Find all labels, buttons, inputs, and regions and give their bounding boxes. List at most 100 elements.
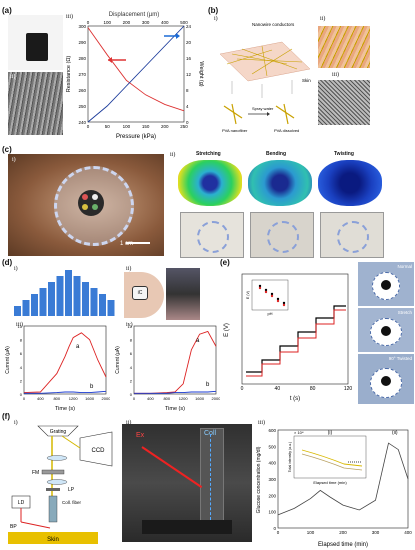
f-x-tick-1: 100 [307, 530, 315, 535]
a-yl-tick-5: 290 [78, 40, 86, 45]
patch-on-skin-photo [8, 154, 164, 256]
d-i-bar-5 [56, 276, 64, 316]
f-y-tick-6: 600 [268, 428, 276, 433]
d-i-bar-9 [90, 288, 98, 316]
fea-bending [248, 160, 312, 206]
e-chart: 0 40 80 120 pH E (V) t (s) E (V) [224, 273, 352, 402]
exercise-bike-photo [166, 268, 200, 320]
f-y-tick-0: 0 [273, 526, 276, 531]
panel-d-label: (d) [2, 258, 13, 267]
mode-stretching: Stretching [196, 151, 221, 157]
f-x-tick-4: 400 [404, 530, 412, 535]
a-top-axis-label: Displacement (µm) [109, 12, 159, 18]
a-x-tick-4: 200 [161, 124, 169, 129]
d-i-bar-3 [39, 288, 47, 316]
d4-y-tick-5: 10 [128, 324, 133, 329]
panel-d-iv-label: iv) [126, 322, 133, 328]
b-annot-skin: Skin [302, 78, 311, 83]
mode-twisting: Twisting [334, 151, 354, 157]
e-label-twisted: 90° Twisted [388, 356, 412, 361]
e-inset [251, 279, 289, 311]
d4-x-tick-0: 0 [133, 396, 136, 401]
d3-x-tick-3: 1200 [69, 396, 79, 401]
f-ccd: CCD [92, 448, 106, 454]
d4-y-tick-3: 6 [130, 351, 133, 356]
a-yr-tick-4: 16 [186, 56, 192, 61]
a-top-tick-2: 200 [123, 20, 131, 25]
patch-stretching-photo [180, 212, 244, 258]
b-annot-nanowire: Nanowire conductors [252, 22, 295, 27]
nanowire-sem [318, 80, 370, 125]
a-top-tick-3: 300 [142, 20, 150, 25]
mode-bending: Bending [266, 151, 286, 157]
d4-y-tick-2: 4 [130, 365, 133, 370]
fea-stretching [178, 160, 242, 206]
f-y-tick-5: 500 [268, 444, 276, 449]
d4-x-tick-2: 800 [163, 396, 170, 401]
ic-tag: iC [132, 286, 148, 300]
f-bp: BP [10, 524, 17, 530]
f-ylabel: Glucose concentration (mg/dl) [256, 446, 262, 513]
panel-c-ii-label: ii) [170, 152, 176, 158]
e-normal-photo: Normal [358, 262, 414, 306]
panel-b-label: (b) [208, 6, 219, 15]
panel-a-label: (a) [2, 6, 12, 15]
foam-cube-photo [8, 15, 63, 70]
d4-y-tick-1: 2 [130, 378, 133, 383]
a-yr-tick-1: 4 [186, 104, 189, 109]
patch-twisting-photo [320, 212, 384, 258]
d3-y-tick-2: 4 [20, 365, 23, 370]
e-label-normal: Normal [397, 264, 412, 269]
f-x-tick-2: 200 [339, 530, 347, 535]
a-yr-tick-6: 24 [186, 24, 192, 29]
f-inset-exp: × 10⁴ [294, 430, 304, 435]
d3-x-tick-1: 400 [37, 396, 44, 401]
f-setup-photo: Coll Ex [122, 424, 252, 542]
d-i-bar-8 [82, 282, 89, 316]
f-inset [293, 435, 367, 479]
e-twisted-photo: 90° Twisted [358, 354, 414, 404]
d3-y-tick-4: 8 [20, 338, 23, 343]
e-inset-xlabel: pH [267, 311, 272, 316]
f-right-label: (ii) [392, 430, 398, 436]
f-glucose-chart: 0 100 200 300 400 0 100 200 300 400 500 600 (i) × 1… [256, 428, 412, 548]
a-ylabel-left: Resistance (Ω) [66, 56, 72, 93]
panel-f-iii-label: iii) [258, 420, 265, 426]
e-xlabel: t (s) [290, 396, 300, 402]
a-x-tick-0: 0 [87, 124, 90, 129]
panel-a-ii-label: ii) [10, 74, 16, 80]
d-i-bar-7 [73, 276, 81, 316]
d3-y-tick-0: 0 [20, 392, 23, 397]
e-step-red [246, 309, 346, 377]
panel-c-i-label: i) [12, 157, 16, 163]
d-i-bar-0 [14, 306, 21, 316]
f-y-tick-1: 100 [268, 510, 276, 515]
d4-y-tick-4: 8 [130, 338, 133, 343]
e-x-tick-0: 0 [241, 386, 244, 392]
f-y-tick-3: 300 [268, 477, 276, 482]
f-grating: Grating [50, 429, 67, 435]
panel-a-iii-label: iii) [66, 14, 73, 20]
a-ylabel-right: Weight (g) [198, 61, 204, 86]
f-xlabel: Elapsed time (min) [318, 542, 368, 548]
f-ld: LD [18, 500, 25, 506]
f-photo-coll: Coll [204, 430, 217, 437]
a-top-tick-0: 0 [87, 20, 90, 25]
c-scale-bar: 1 cm [120, 241, 134, 247]
d-i-bar-2 [31, 294, 38, 316]
f-x-tick-0: 0 [277, 530, 280, 535]
d3-curve-b-line [24, 390, 107, 394]
e-x-tick-1: 40 [275, 386, 281, 392]
d4-curve-b: b [206, 382, 210, 388]
skin-nanowire-photo [318, 26, 370, 68]
a-top-tick-1: 100 [103, 20, 111, 25]
e-inset-points [258, 284, 286, 307]
patch-bending-photo [250, 212, 314, 258]
d4-x-tick-5: 2000 [212, 396, 220, 401]
fea-twisting [318, 160, 382, 206]
a-yr-tick-2: 8 [186, 88, 189, 93]
d3-x-tick-4: 1600 [85, 396, 95, 401]
d4-x-tick-1: 400 [147, 396, 154, 401]
d3-curve-a-line [23, 332, 107, 394]
